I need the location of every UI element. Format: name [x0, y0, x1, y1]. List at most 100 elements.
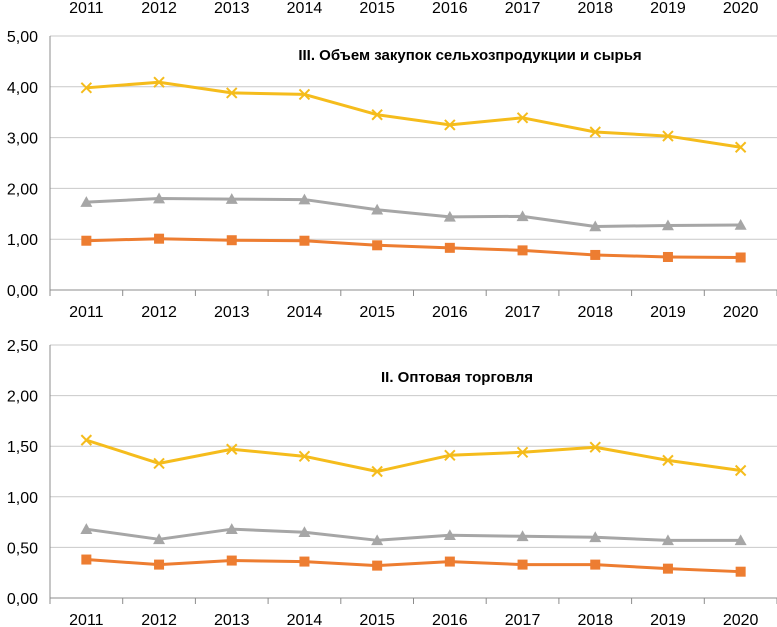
- x-tick-label: 2015: [359, 612, 395, 627]
- data-point-x: [226, 87, 238, 99]
- data-point-triangle: [589, 531, 602, 543]
- top-year-label: 2015: [359, 0, 395, 17]
- data-point-square: [517, 245, 528, 256]
- y-tick-label: 5,00: [7, 29, 38, 46]
- data-point-square: [299, 235, 310, 246]
- series-line-series-orange: [86, 558, 741, 574]
- x-tick-label: 2015: [359, 304, 395, 321]
- data-point-triangle: [661, 534, 674, 546]
- x-tick-label: 2016: [432, 612, 468, 627]
- top-year-label: 2020: [723, 0, 759, 17]
- data-point-square: [154, 559, 165, 570]
- data-point-triangle: [153, 533, 166, 545]
- top-year-label: 2018: [577, 0, 613, 17]
- x-tick-label: 2017: [505, 612, 541, 627]
- data-point-x: [589, 441, 601, 453]
- x-tick-label: 2019: [650, 612, 686, 627]
- data-point-x: [371, 465, 383, 478]
- x-tick-label: 2019: [650, 304, 686, 321]
- x-tick-label: 2013: [214, 612, 250, 627]
- y-tick-label: 0,00: [7, 591, 38, 608]
- x-tick-label: 2018: [577, 612, 613, 627]
- data-point-x: [371, 109, 383, 121]
- data-point-x: [80, 82, 93, 94]
- series-line-series-gray: [86, 527, 741, 542]
- top-year-label: 2013: [214, 0, 250, 17]
- data-point-x: [734, 464, 747, 477]
- x-tick-label: 2014: [287, 304, 323, 321]
- data-point-triangle: [225, 193, 238, 204]
- data-point-triangle: [371, 203, 384, 215]
- data-point-x: [226, 443, 238, 455]
- data-point-square: [444, 242, 455, 253]
- top-year-label: 2011: [69, 0, 104, 17]
- chart-purchases: 0,00 1,00 2,00 3,00 4,00 5,00 2011 2012 2013 2014…: [7, 29, 777, 321]
- y-tick-label: 2,00: [7, 181, 38, 198]
- x-tick-label: 2012: [141, 612, 177, 627]
- y-tick-label: 1,00: [7, 232, 38, 249]
- y-tick-label: 3,00: [7, 131, 38, 148]
- data-point-square: [226, 555, 237, 566]
- y-tick-label: 1,50: [7, 439, 38, 456]
- top-year-label: 2012: [141, 0, 177, 17]
- data-point-square: [299, 556, 310, 567]
- top-year-axis-labels: 2011 2012 2013 2014 2015 2016 2017 2018 2019 2020: [69, 0, 758, 17]
- chart-title: II. Оптовая торговля: [381, 369, 533, 386]
- x-tick-label: 2013: [214, 304, 250, 321]
- data-point-x: [444, 119, 456, 131]
- data-point-x: [734, 141, 747, 153]
- y-tick-label: 0,00: [7, 283, 38, 300]
- series-line-series-yellow: [86, 80, 741, 149]
- data-point-square: [735, 566, 746, 577]
- x-tick-label: 2018: [577, 304, 613, 321]
- top-year-label: 2016: [432, 0, 468, 17]
- x-tick-label: 2012: [141, 304, 177, 321]
- x-tick-label: 2017: [505, 304, 541, 321]
- data-point-square: [81, 554, 92, 565]
- data-point-square: [81, 235, 92, 246]
- data-point-x: [298, 450, 311, 463]
- data-point-triangle: [661, 219, 674, 231]
- data-point-square: [226, 235, 237, 246]
- data-point-x: [516, 446, 529, 458]
- data-point-x: [516, 112, 529, 124]
- x-tick-label: 2011: [69, 304, 104, 321]
- data-point-triangle: [589, 220, 602, 232]
- data-point-triangle: [734, 534, 747, 546]
- data-point-x: [298, 88, 311, 101]
- x-tick-label: 2020: [723, 304, 759, 321]
- data-point-square: [372, 560, 383, 571]
- data-point-triangle: [516, 530, 529, 542]
- x-tick-label: 2016: [432, 304, 468, 321]
- data-point-triangle: [734, 218, 747, 230]
- data-point-x: [444, 449, 456, 462]
- data-point-square: [662, 251, 673, 262]
- chart-title: III. Объем закупок сельхозпродукции и сы…: [298, 47, 641, 64]
- series-line-series-gray: [86, 197, 741, 228]
- x-tick-label: 2011: [69, 612, 104, 627]
- top-year-label: 2014: [287, 0, 323, 17]
- data-point-square: [735, 252, 746, 263]
- data-point-triangle: [80, 523, 93, 534]
- y-tick-label: 0,50: [7, 540, 38, 557]
- data-point-triangle: [225, 523, 238, 534]
- data-point-triangle: [80, 196, 93, 207]
- chart-wholesale: 0,00 0,50 1,00 1,50 2,00 2,50 2011 2012 2013 2014…: [7, 338, 777, 627]
- data-point-triangle: [443, 210, 456, 222]
- series-line-series-orange: [86, 237, 741, 259]
- x-tick-label: 2020: [723, 612, 759, 627]
- data-point-x: [662, 130, 674, 142]
- data-point-square: [590, 559, 601, 570]
- y-tick-label: 2,50: [7, 338, 38, 355]
- data-point-x: [589, 126, 601, 138]
- data-point-triangle: [298, 193, 311, 205]
- x-tick-label: 2014: [287, 612, 323, 627]
- data-point-square: [517, 559, 528, 570]
- y-tick-label: 4,00: [7, 80, 38, 97]
- data-point-triangle: [443, 529, 456, 541]
- data-point-square: [590, 249, 601, 260]
- y-tick-label: 1,00: [7, 490, 38, 507]
- top-year-label: 2019: [650, 0, 686, 17]
- y-tick-label: 2,00: [7, 389, 38, 406]
